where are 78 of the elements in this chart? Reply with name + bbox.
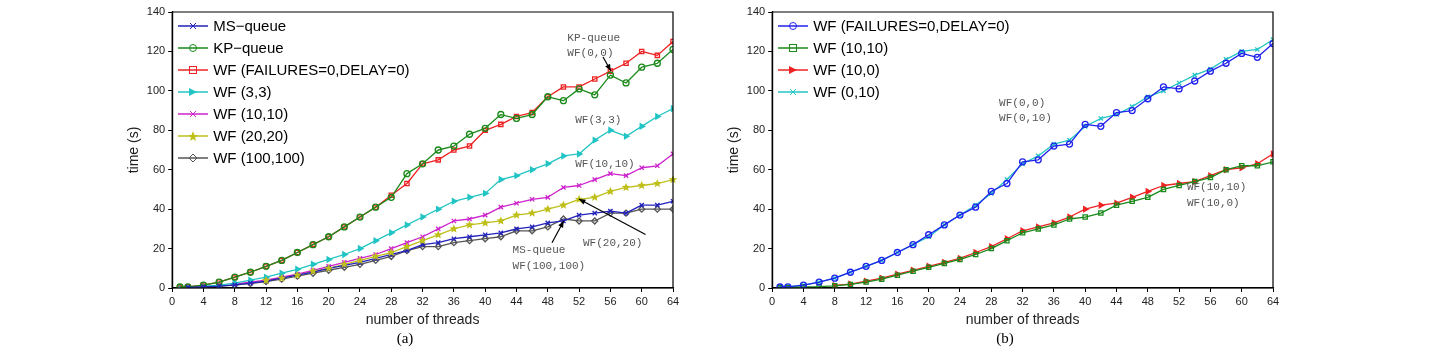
x-axis-title: number of threads bbox=[965, 311, 1080, 328]
y-tick-label: 20 bbox=[752, 241, 766, 254]
annotation: WF(10,10) bbox=[575, 157, 635, 170]
annotation: MS-queue bbox=[512, 244, 566, 257]
legend-label: WF (10,10) bbox=[813, 38, 889, 58]
x-axis-title: number of threads bbox=[365, 311, 480, 328]
x-tick-label: 44 bbox=[1110, 294, 1123, 307]
x-tick-label: 36 bbox=[1047, 294, 1060, 307]
annotation: WF(0,10) bbox=[999, 112, 1052, 125]
x-tick-label: 52 bbox=[572, 294, 586, 307]
x-tick-label: 60 bbox=[1235, 294, 1248, 307]
y-axis-title: time (s) bbox=[725, 126, 742, 174]
y-tick-label: 0 bbox=[759, 281, 766, 294]
x-tick-label: 52 bbox=[1172, 294, 1186, 307]
y-tick-label: 140 bbox=[146, 5, 166, 18]
y-tick-label: 120 bbox=[746, 44, 766, 57]
y-tick-label: 60 bbox=[752, 162, 766, 175]
annotation: WF(3,3) bbox=[575, 114, 622, 127]
legend-label: KP−queue bbox=[213, 38, 284, 58]
x-tick-label: 56 bbox=[1204, 294, 1217, 307]
y-tick-label: 120 bbox=[146, 44, 166, 57]
y-tick-label: 40 bbox=[152, 202, 166, 215]
y-tick-label: 80 bbox=[152, 123, 166, 136]
y-tick-label: 0 bbox=[159, 281, 166, 294]
legend-label: WF (20,20) bbox=[213, 126, 289, 146]
annotation: WF(10,10) bbox=[1186, 181, 1247, 194]
y-tick-label: 100 bbox=[146, 83, 166, 96]
annotation: WF(0,0) bbox=[567, 47, 614, 60]
x-tick-label: 32 bbox=[1016, 294, 1029, 307]
x-tick-label: 0 bbox=[169, 294, 176, 307]
x-tick-label: 48 bbox=[541, 294, 554, 307]
x-tick-label: 40 bbox=[1079, 294, 1092, 307]
x-tick-label: 32 bbox=[416, 294, 429, 307]
y-tick-label: 100 bbox=[746, 83, 766, 96]
x-tick-label: 64 bbox=[666, 294, 680, 307]
legend-label: WF (FAILURES=0,DELAY=0) bbox=[813, 16, 1010, 36]
x-tick-label: 12 bbox=[259, 294, 273, 307]
legend-label: WF (0,10) bbox=[813, 82, 880, 102]
y-tick-label: 60 bbox=[152, 162, 166, 175]
annotation: WF(20,20) bbox=[583, 236, 643, 249]
x-tick-label: 16 bbox=[291, 294, 304, 307]
annotation: WF(100,100) bbox=[512, 260, 586, 273]
x-tick-label: 4 bbox=[800, 294, 807, 307]
x-tick-label: 56 bbox=[604, 294, 617, 307]
legend-label: WF (10,0) bbox=[813, 60, 880, 80]
x-tick-label: 36 bbox=[447, 294, 460, 307]
y-tick-label: 20 bbox=[152, 241, 166, 254]
annotation: WF(10,0) bbox=[1186, 197, 1240, 210]
x-tick-label: 0 bbox=[769, 294, 776, 307]
x-tick-label: 40 bbox=[479, 294, 492, 307]
x-tick-label: 12 bbox=[859, 294, 873, 307]
text: (b) bbox=[995, 330, 1015, 347]
legend-label: MS−queue bbox=[213, 16, 287, 36]
x-tick-label: 44 bbox=[510, 294, 523, 307]
x-tick-label: 20 bbox=[322, 294, 335, 307]
legend-label: WF (FAILURES=0,DELAY=0) bbox=[213, 60, 410, 80]
x-tick-label: 8 bbox=[831, 294, 838, 307]
annotation: KP-queue bbox=[567, 31, 621, 44]
x-tick-label: 28 bbox=[985, 294, 998, 307]
x-tick-label: 60 bbox=[635, 294, 648, 307]
annotation: WF(0,0) bbox=[999, 96, 1046, 109]
legend-label: WF (100,100) bbox=[213, 148, 305, 168]
y-axis-title: time (s) bbox=[125, 126, 142, 174]
legend-label: WF (3,3) bbox=[213, 82, 272, 102]
y-tick-label: 80 bbox=[752, 123, 766, 136]
x-tick-label: 24 bbox=[353, 294, 367, 307]
x-tick-label: 8 bbox=[231, 294, 238, 307]
x-tick-label: 28 bbox=[385, 294, 398, 307]
text: (a) bbox=[395, 330, 415, 347]
x-tick-label: 20 bbox=[922, 294, 935, 307]
x-tick-label: 24 bbox=[953, 294, 967, 307]
legend-label: WF (10,10) bbox=[213, 104, 289, 124]
y-tick-label: 40 bbox=[752, 202, 766, 215]
y-tick-label: 140 bbox=[746, 5, 766, 18]
x-tick-label: 64 bbox=[1266, 294, 1280, 307]
x-tick-label: 4 bbox=[200, 294, 207, 307]
x-tick-label: 48 bbox=[1141, 294, 1154, 307]
x-tick-label: 16 bbox=[891, 294, 904, 307]
